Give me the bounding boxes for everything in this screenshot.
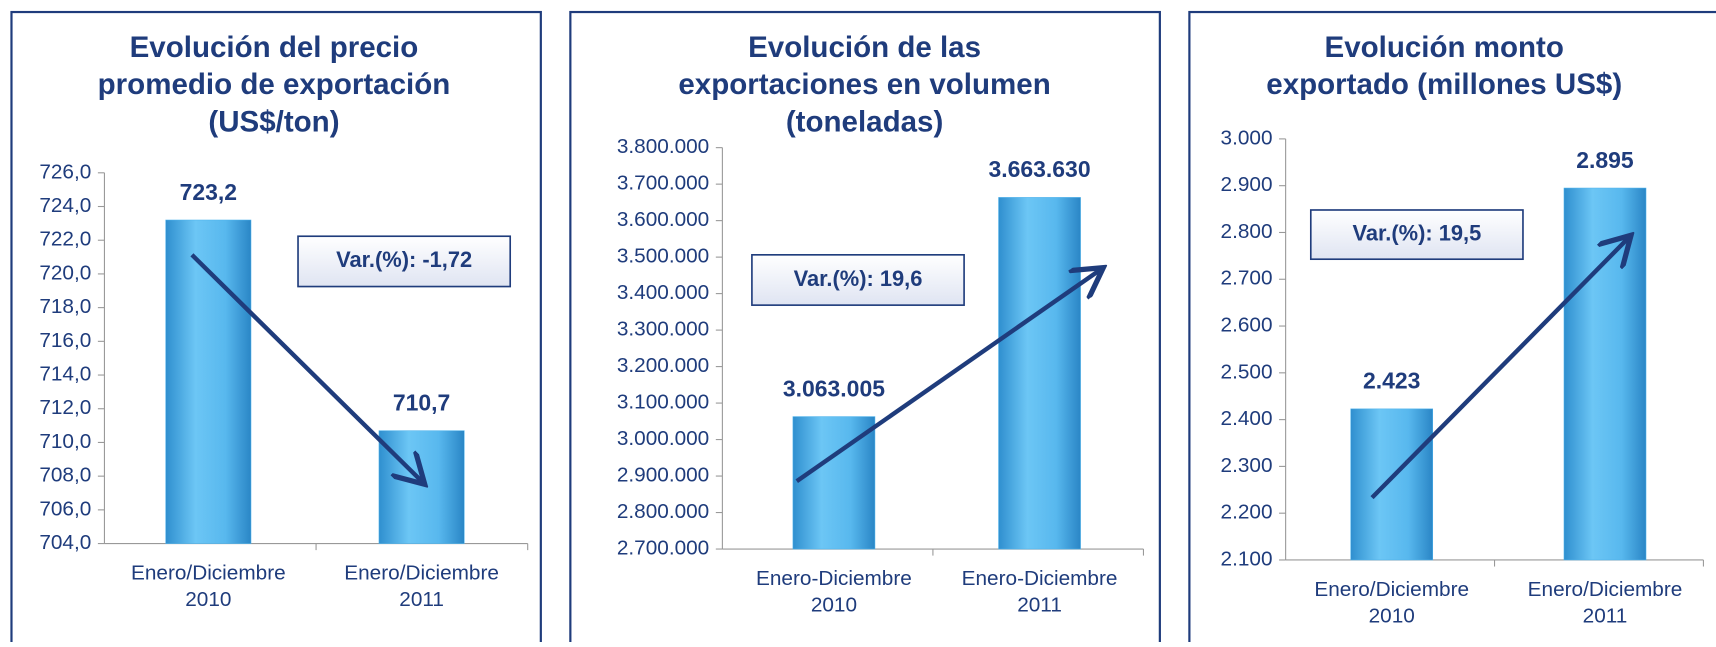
y-tick-label: 3.200.000 <box>617 354 709 377</box>
panel <box>1188 10 1716 647</box>
trend-arrow <box>1370 238 1628 500</box>
y-tick-label: 714,0 <box>39 363 91 386</box>
y-tick-label: 2.100 <box>1221 547 1273 570</box>
annotation-box <box>297 235 512 288</box>
x-tick-label: Enero/Diciembre <box>344 562 499 585</box>
panel <box>10 10 542 647</box>
y-tick-label: 2.200 <box>1221 501 1273 524</box>
value-label: 2.895 <box>1576 147 1634 173</box>
x-tick-label: Enero-Diciembre <box>756 567 912 590</box>
y-tick-label: 3.400.000 <box>617 281 709 304</box>
chart-title: promedio de exportación <box>98 68 451 101</box>
bar <box>378 430 465 544</box>
y-tick-label: 2.500 <box>1221 360 1273 383</box>
y-tick-label: 2.800.000 <box>617 500 709 523</box>
annotation: Var.(%): 19,6 <box>794 266 923 291</box>
trend-arrow <box>190 253 422 481</box>
y-tick-label: 722,0 <box>39 228 91 251</box>
bar <box>1563 187 1647 561</box>
x-tick-label: Enero/Diciembre <box>1314 578 1469 601</box>
y-tick-label: 2.800 <box>1221 220 1273 243</box>
y-tick-label: 716,0 <box>39 329 91 352</box>
x-tick-label: 2011 <box>399 588 444 611</box>
x-tick-label: 2011 <box>1583 604 1628 627</box>
chart-title: (toneladas) <box>786 105 943 138</box>
x-tick-label: Enero/Diciembre <box>131 562 286 585</box>
y-tick-label: 718,0 <box>39 295 91 318</box>
value-label: 3.063.005 <box>783 375 885 401</box>
chart-title: Evolución del precio <box>130 31 419 64</box>
y-tick-label: 712,0 <box>39 396 91 419</box>
y-tick-label: 3.800.000 <box>617 135 709 158</box>
x-tick-label: 2010 <box>1369 604 1415 627</box>
y-tick-label: 720,0 <box>39 261 91 284</box>
y-tick-label: 3.700.000 <box>617 172 709 195</box>
chart-title: (US$/ton) <box>208 105 339 138</box>
bar <box>1350 408 1434 561</box>
y-tick-label: 3.300.000 <box>617 318 709 341</box>
y-tick-label: 2.600 <box>1221 314 1273 337</box>
annotation: Var.(%): -1,72 <box>336 247 472 272</box>
chart-title: Evolución de las <box>748 31 981 64</box>
x-tick-label: 2010 <box>811 593 857 616</box>
value-label: 710,7 <box>393 389 450 415</box>
x-tick-label: 2011 <box>1017 593 1062 616</box>
y-tick-label: 708,0 <box>39 464 91 487</box>
y-tick-label: 3.600.000 <box>617 208 709 231</box>
y-tick-label: 2.900.000 <box>617 464 709 487</box>
panel <box>569 10 1161 647</box>
annotation: Var.(%): 19,5 <box>1352 220 1481 245</box>
value-label: 3.663.630 <box>988 156 1090 182</box>
y-tick-label: 3.100.000 <box>617 391 709 414</box>
y-tick-label: 2.700 <box>1221 267 1273 290</box>
y-tick-label: 2.900 <box>1221 173 1273 196</box>
trend-arrow <box>795 270 1100 484</box>
x-tick-label: 2010 <box>185 588 231 611</box>
y-tick-label: 3.000 <box>1221 126 1273 149</box>
annotation-box <box>1309 209 1524 261</box>
bar <box>998 197 1081 550</box>
annotation-box <box>751 254 965 306</box>
x-tick-label: Enero-Diciembre <box>962 567 1118 590</box>
chart-title: exportado (millones US$) <box>1266 68 1622 101</box>
x-tick-label: Enero/Diciembre <box>1528 578 1683 601</box>
y-tick-label: 3.000.000 <box>617 427 709 450</box>
y-tick-label: 710,0 <box>39 430 91 453</box>
value-label: 723,2 <box>180 179 237 205</box>
y-tick-label: 704,0 <box>39 531 91 554</box>
value-label: 2.423 <box>1363 368 1420 394</box>
y-tick-label: 724,0 <box>39 194 91 217</box>
y-tick-label: 3.500.000 <box>617 245 709 268</box>
chart-title: Evolución monto <box>1325 31 1564 64</box>
y-tick-label: 2.700.000 <box>617 537 709 560</box>
y-tick-label: 2.400 <box>1221 407 1273 430</box>
y-tick-label: 2.300 <box>1221 454 1273 477</box>
y-tick-label: 706,0 <box>39 497 91 520</box>
y-tick-label: 726,0 <box>39 160 91 183</box>
chart-title: exportaciones en volumen <box>678 68 1050 101</box>
